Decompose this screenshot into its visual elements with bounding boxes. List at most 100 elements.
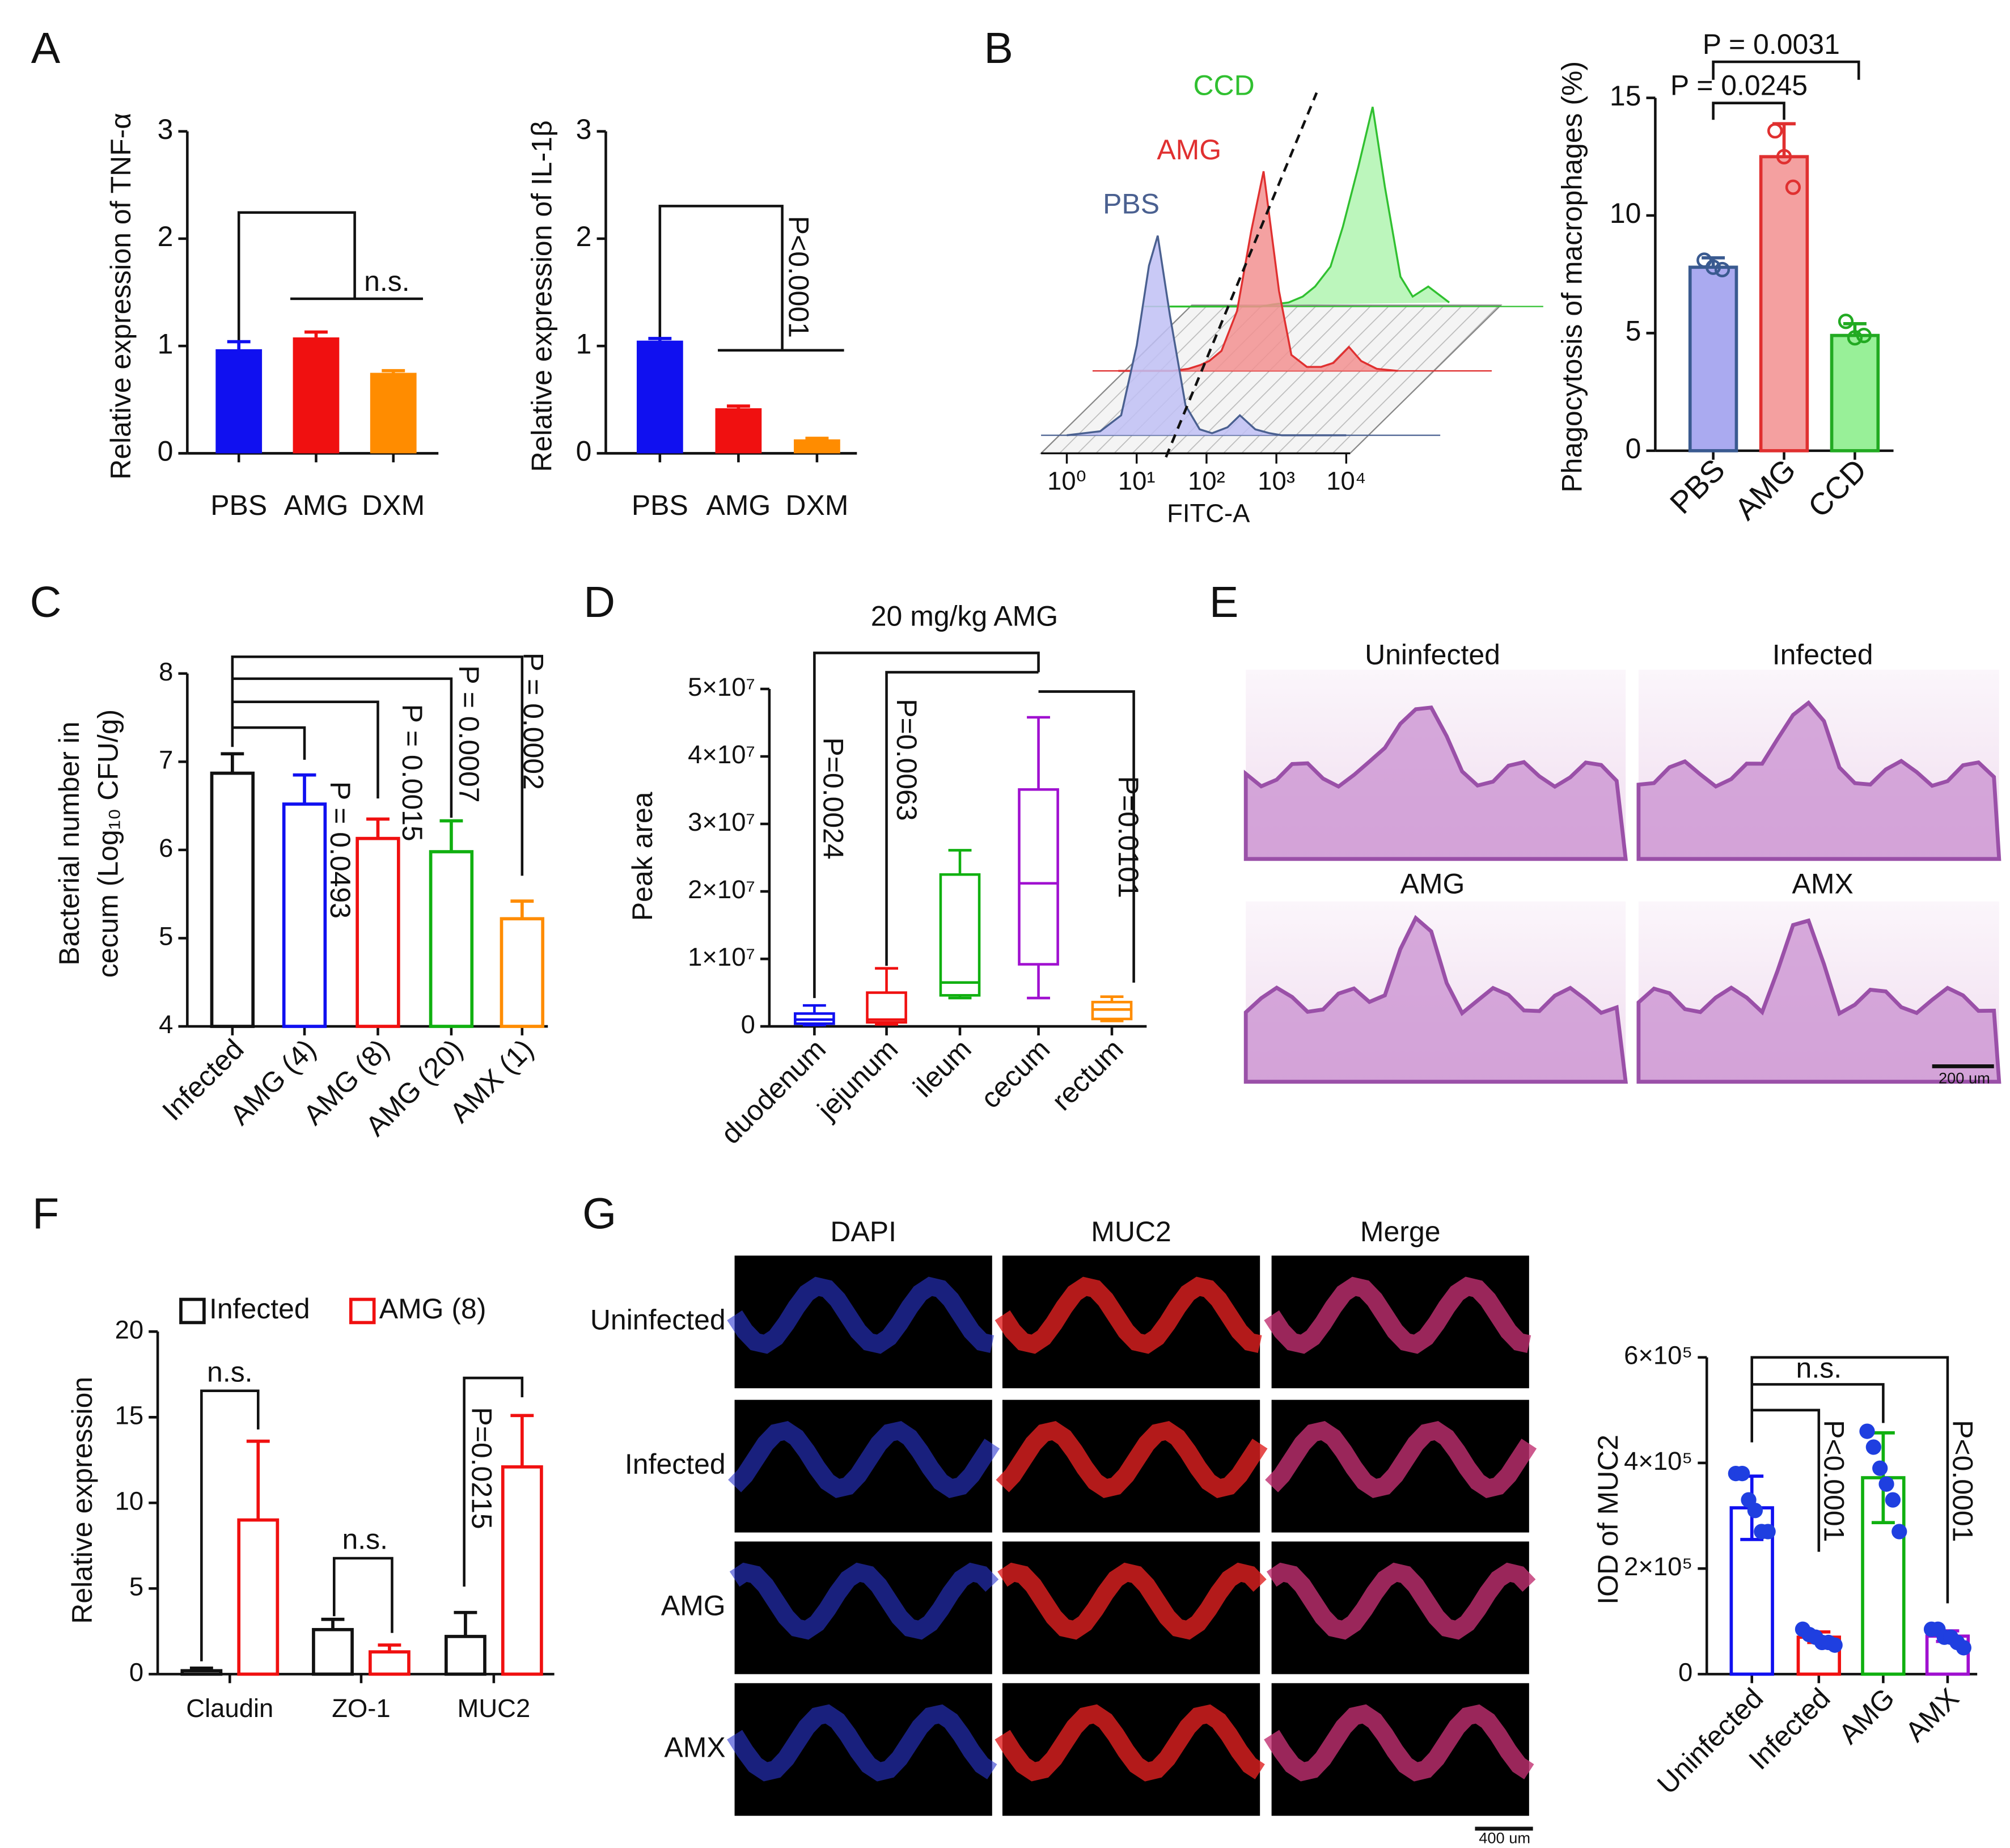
y-tick-label: 15 xyxy=(115,1401,144,1430)
y-axis-label: Peak area xyxy=(627,792,658,921)
tissue-signal xyxy=(1264,1276,1531,1354)
data-point xyxy=(1956,1640,1971,1656)
data-point xyxy=(1891,1524,1907,1540)
bar xyxy=(1688,265,1738,453)
bar xyxy=(370,373,417,454)
y-tick-label: 0 xyxy=(1626,433,1641,464)
annotation: P = 0.0493 xyxy=(324,781,356,919)
bracket xyxy=(463,1376,524,1587)
x-tick-label: PBS xyxy=(1664,453,1732,521)
data-point xyxy=(1767,123,1783,139)
x-tick-label: AMG xyxy=(1833,1682,1901,1750)
data-point xyxy=(1734,1465,1750,1482)
x-tick-label: duodenum xyxy=(715,1033,832,1151)
y-tick-label: 15 xyxy=(1610,80,1641,112)
y-tick-label: 3 xyxy=(158,113,174,145)
gate-line xyxy=(1165,92,1318,458)
y-axis-label: IOD of MUC2 xyxy=(1592,1435,1624,1605)
tissue xyxy=(1243,705,1628,861)
y-tick-label: 5 xyxy=(1626,315,1641,347)
x-tick-label: 10¹ xyxy=(1118,467,1156,496)
panel-label: C xyxy=(30,578,62,627)
panel-label: E xyxy=(1209,578,1239,627)
chart-title: 20 mg/kg AMG xyxy=(871,600,1058,632)
series-label: AMG xyxy=(1157,134,1221,166)
bracket xyxy=(1751,1383,1885,1423)
box xyxy=(866,991,907,1024)
legend-swatch xyxy=(179,1297,206,1325)
x-tick-label: PBS xyxy=(210,489,267,521)
series-label: PBS xyxy=(1103,188,1160,220)
tissue-signal xyxy=(727,1704,997,1782)
y-tick-label: 6 xyxy=(159,834,173,862)
data-point xyxy=(1878,1476,1894,1492)
tissue-signal xyxy=(1265,1421,1537,1498)
bar xyxy=(794,439,840,454)
x-tick-label: AMX xyxy=(1899,1682,1965,1748)
panel-label: D xyxy=(583,578,615,627)
annotation: P=0.0215 xyxy=(466,1407,498,1529)
data-point xyxy=(1776,149,1792,164)
y-tick-label: 8 xyxy=(159,657,173,686)
x-tick-label: 10² xyxy=(1188,467,1225,496)
x-tick-label: rectum xyxy=(1046,1033,1129,1117)
panel-label: F xyxy=(32,1190,59,1238)
y-tick-label: 20 xyxy=(115,1315,144,1344)
y-axis-label: Bacterial number in xyxy=(53,721,85,965)
y-tick-label: 4×10⁵ xyxy=(1624,1447,1692,1475)
x-tick-label: PBS xyxy=(632,489,688,521)
x-tick-label: 10³ xyxy=(1258,467,1295,496)
y-tick-label: 1 xyxy=(158,328,174,360)
x-tick-label: Claudin xyxy=(186,1694,273,1723)
data-point xyxy=(1705,259,1721,275)
fluorescence-image xyxy=(1002,1255,1260,1389)
bracket xyxy=(1712,60,1860,80)
x-tick-label: cecum xyxy=(975,1033,1056,1115)
bar xyxy=(282,802,327,1028)
annotation: P=0.0024 xyxy=(818,737,849,859)
fluorescence-image xyxy=(734,1255,992,1389)
bracket xyxy=(658,205,784,410)
data-point xyxy=(1838,314,1854,329)
annotation: n.s. xyxy=(207,1356,253,1388)
y-axis-label: Relative expression of TNF-α xyxy=(105,113,137,480)
histogram-curve xyxy=(1118,171,1398,372)
x-tick-label: 10⁴ xyxy=(1326,467,1366,496)
fluorescence-image xyxy=(1271,1255,1529,1389)
row-label: AMX xyxy=(664,1731,725,1763)
y-axis-label: cecum (Log₁₀ CFU/g) xyxy=(92,709,124,978)
x-tick-label: AMG xyxy=(1728,453,1802,527)
bar xyxy=(445,1635,486,1676)
annotation: P<0.0001 xyxy=(1946,1420,1978,1542)
bracket xyxy=(1751,1409,1821,1552)
bracket xyxy=(1038,690,1135,983)
annotation: P = 0.0002 xyxy=(518,653,549,790)
y-axis-label: Relative expression of IL-1β xyxy=(526,120,558,472)
data-point xyxy=(1747,1503,1763,1519)
y-tick-label: 0 xyxy=(158,435,174,467)
panel-label: G xyxy=(582,1190,616,1238)
y-tick-label: 3 xyxy=(576,113,592,145)
row-label: Infected xyxy=(625,1448,726,1480)
x-tick-label: jejunum xyxy=(811,1033,904,1127)
data-point xyxy=(1785,179,1801,195)
panel-label: B xyxy=(984,24,1013,73)
y-axis-label: Relative expression xyxy=(66,1377,98,1624)
bar xyxy=(500,917,545,1028)
annotation: P = 0.0007 xyxy=(453,665,485,802)
column-title: Merge xyxy=(1360,1216,1441,1247)
y-tick-label: 6×10⁵ xyxy=(1624,1341,1692,1370)
x-tick-label: ileum xyxy=(907,1033,978,1103)
legend-label: Infected xyxy=(209,1293,310,1325)
x-tick-label: Uninfected xyxy=(1651,1682,1769,1800)
annotation: P = 0.0245 xyxy=(1670,70,1808,102)
bar xyxy=(237,1518,280,1676)
x-tick-label: 10⁰ xyxy=(1047,467,1086,496)
bar xyxy=(215,349,263,454)
y-tick-label: 0 xyxy=(741,1010,755,1039)
row-label: AMG xyxy=(661,1590,726,1622)
data-point xyxy=(1827,1637,1843,1653)
annotation: P = 0.0031 xyxy=(1703,28,1840,60)
y-tick-label: 2×10⁷ xyxy=(688,875,755,904)
y-tick-label: 3×10⁷ xyxy=(688,807,755,836)
